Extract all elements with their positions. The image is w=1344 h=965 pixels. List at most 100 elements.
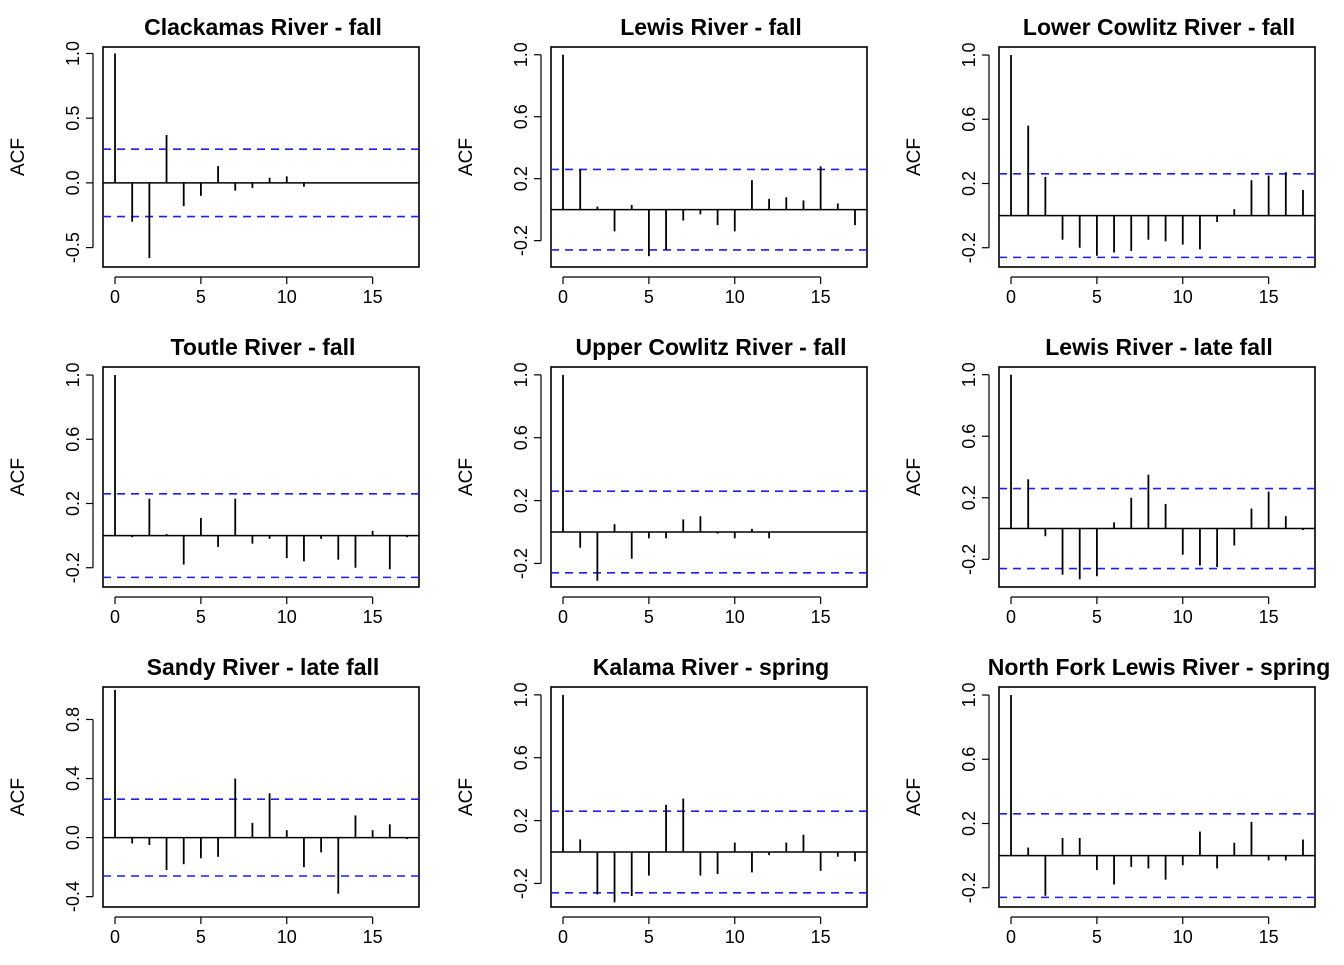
y-tick-label: 1.0 [63,41,83,66]
y-axis-label: ACF [8,778,29,816]
y-tick-label: 0.6 [959,747,979,772]
x-tick-label: 15 [811,607,831,627]
y-tick-label: -0.2 [959,544,979,575]
y-tick-label: 0.6 [511,425,531,450]
x-tick-label: 10 [277,927,297,947]
panel-title: Kalama River - spring [593,654,829,680]
plot-frame [102,366,420,588]
x-tick-label: 0 [110,287,120,307]
x-tick-label: 5 [196,927,206,947]
y-tick-label: 1.0 [959,43,979,68]
y-tick-label: -0.2 [63,552,83,583]
y-tick-label: 0.2 [511,488,531,513]
x-tick-label: 5 [196,287,206,307]
x-tick-label: 15 [1259,287,1279,307]
y-tick-label: 1.0 [511,42,531,67]
y-tick-label: 1.0 [511,362,531,387]
y-tick-label: 1.0 [63,363,83,388]
x-tick-label: 5 [1092,287,1102,307]
x-tick-label: 5 [644,287,654,307]
y-tick-label: -0.4 [63,881,83,912]
x-tick-label: 10 [1173,287,1193,307]
x-tick-label: 15 [811,927,831,947]
y-tick-label: -0.2 [511,548,531,579]
acf-panel: Upper Cowlitz River - fall ACF 0 5 10 15 -0.2 0… [456,334,868,627]
y-axis-label: ACF [904,778,925,816]
y-tick-label: 0.6 [959,424,979,449]
x-tick-label: 10 [277,607,297,627]
plot-frame [550,686,868,908]
y-tick-label: 0.2 [511,808,531,833]
y-tick-label: -0.2 [511,868,531,899]
x-tick-label: 0 [1006,927,1016,947]
y-tick-label: 0.4 [63,766,83,791]
y-tick-label: 1.0 [959,362,979,387]
x-tick-label: 15 [363,607,383,627]
y-tick-label: 0.5 [63,106,83,131]
x-tick-label: 5 [196,607,206,627]
x-tick-label: 15 [1259,607,1279,627]
y-axis-label: ACF [8,138,29,176]
x-tick-label: 10 [277,287,297,307]
y-tick-label: 0.2 [511,166,531,191]
y-axis-label: ACF [8,458,29,496]
y-axis-label: ACF [456,778,477,816]
acf-panel: Kalama River - spring ACF 0 5 10 15 -0.2 0.2 0.6… [456,654,868,947]
acf-panel: Lewis River - late fall ACF 0 5 10 15 -0.2 0.2 0… [904,334,1316,627]
panel-title: Lower Cowlitz River - fall [1023,14,1295,40]
plot-frame [550,366,868,588]
plot-frame [998,366,1316,588]
x-tick-label: 0 [1006,287,1016,307]
acf-panel: Sandy River - late fall ACF 0 5 10 15 -0.4 0.0 0… [8,654,420,947]
x-tick-label: 0 [110,607,120,627]
x-tick-label: 10 [1173,927,1193,947]
y-tick-label: 0.6 [511,745,531,770]
x-tick-label: 5 [644,607,654,627]
x-tick-label: 0 [558,927,568,947]
y-axis-label: ACF [904,458,925,496]
panel-title: Upper Cowlitz River - fall [576,334,847,360]
x-tick-label: 0 [558,287,568,307]
x-tick-label: 15 [363,287,383,307]
y-tick-label: 1.0 [511,682,531,707]
panel-title: Sandy River - late fall [147,654,380,680]
x-tick-label: 15 [1259,927,1279,947]
y-tick-label: 0.2 [959,485,979,510]
x-tick-label: 10 [1173,607,1193,627]
plot-frame [102,46,420,268]
plot-frame [998,46,1316,268]
x-tick-label: 5 [644,927,654,947]
plot-frame [102,686,420,908]
y-tick-label: 0.2 [959,171,979,196]
x-tick-label: 5 [1092,607,1102,627]
plot-frame [550,46,868,268]
panel-title: North Fork Lewis River - spring [988,654,1331,680]
y-tick-label: -0.2 [959,872,979,903]
y-tick-label: 0.6 [511,104,531,129]
y-tick-label: 0.6 [63,427,83,452]
y-axis-label: ACF [456,138,477,176]
y-tick-label: 0.0 [63,170,83,195]
acf-panel: North Fork Lewis River - spring ACF 0 5 10 15… [904,654,1330,947]
x-tick-label: 5 [1092,927,1102,947]
panel-title: Toutle River - fall [171,334,356,360]
acf-panel: Lewis River - fall ACF 0 5 10 15 -0.2 0.2 0.6 1.0 [456,14,868,307]
panel-title: Lewis River - fall [620,14,802,40]
x-tick-label: 15 [363,927,383,947]
panel-title: Lewis River - late fall [1045,334,1273,360]
plot-frame [998,686,1316,908]
y-axis-label: ACF [904,138,925,176]
y-tick-label: -0.5 [63,232,83,263]
y-tick-label: 0.0 [63,825,83,850]
x-tick-label: 15 [811,287,831,307]
y-tick-label: 0.2 [959,811,979,836]
acf-panel: Lower Cowlitz River - fall ACF 0 5 10 15 -0.2 0… [904,14,1316,307]
y-axis-label: ACF [456,458,477,496]
y-tick-label: 0.2 [63,491,83,516]
x-tick-label: 0 [1006,607,1016,627]
x-tick-label: 0 [110,927,120,947]
y-tick-label: 0.8 [63,707,83,732]
x-tick-label: 10 [725,607,745,627]
